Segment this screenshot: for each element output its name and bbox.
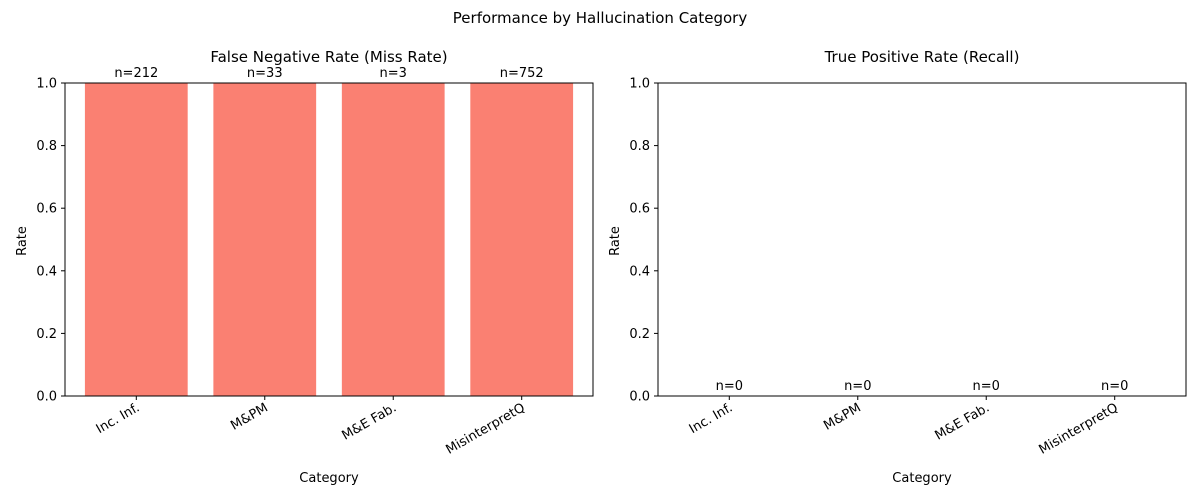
chart-title: False Negative Rate (Miss Rate) [210,48,447,66]
y-tick-label: 0.2 [629,327,650,342]
chart-panel-true-positive-rate: True Positive Rate (Recall) Category Rat… [608,48,1187,486]
bar [341,83,445,396]
bar-annotation: n=0 [844,379,871,394]
y-tick-label: 0.0 [36,390,57,405]
figure-suptitle: Performance by Hallucination Category [453,9,748,27]
x-tick-label: M&E Fab. [339,400,399,443]
bar [213,83,317,396]
bar [84,83,188,396]
chart-panel-false-negative-rate: False Negative Rate (Miss Rate) Category… [15,48,594,486]
bar [470,83,574,396]
x-tick-label: M&PM [228,400,271,433]
bar-annotation: n=0 [716,379,743,394]
y-tick-label: 1.0 [36,77,57,92]
x-tick-label: Inc. Inf. [687,400,735,437]
x-axis-label: Category [892,471,952,486]
y-tick-label: 0.8 [629,139,650,154]
x-tick-label: Inc. Inf. [94,400,142,437]
y-tick-label: 0.6 [36,202,57,217]
bar-annotation: n=0 [973,379,1000,394]
x-tick-label: MisinterpretQ [444,400,528,457]
bar-annotation: n=0 [1101,379,1128,394]
y-axis-label: Rate [608,226,623,256]
x-tick-label: M&E Fab. [932,400,992,443]
axes-frame [64,82,594,397]
y-tick-label: 0.4 [36,264,57,279]
y-tick-label: 0.8 [36,139,57,154]
x-tick-label: M&PM [821,400,864,433]
y-tick-label: 0.2 [36,327,57,342]
bar-annotation: n=752 [500,66,544,81]
y-tick-label: 0.4 [629,264,650,279]
x-axis-label: Category [299,471,359,486]
bar-annotation: n=212 [114,66,158,81]
chart-title: True Positive Rate (Recall) [824,48,1020,66]
bar-annotation: n=33 [247,66,283,81]
axes-frame [657,82,1187,397]
bar-annotation: n=3 [380,66,407,81]
y-tick-label: 1.0 [629,77,650,92]
x-tick-label: MisinterpretQ [1037,400,1121,457]
y-tick-label: 0.0 [629,390,650,405]
y-axis-label: Rate [15,226,30,256]
y-tick-label: 0.6 [629,202,650,217]
